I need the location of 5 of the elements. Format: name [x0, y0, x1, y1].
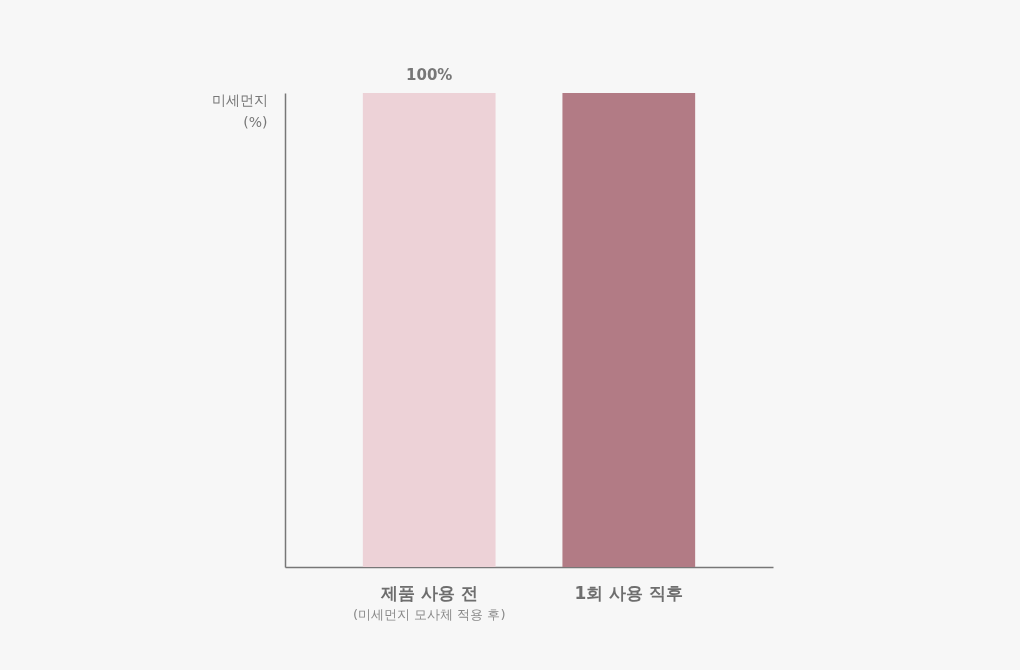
data-label: 100% — [406, 66, 453, 84]
text: (미세먼지 모사체 적용 후) — [352, 607, 506, 622]
x-tick-label: 제품 사용 전 — [379, 582, 478, 603]
y-axis-title: 미세먼지 (%) — [211, 91, 268, 130]
x-tick-label: 1회 사용 직후 — [574, 582, 684, 603]
